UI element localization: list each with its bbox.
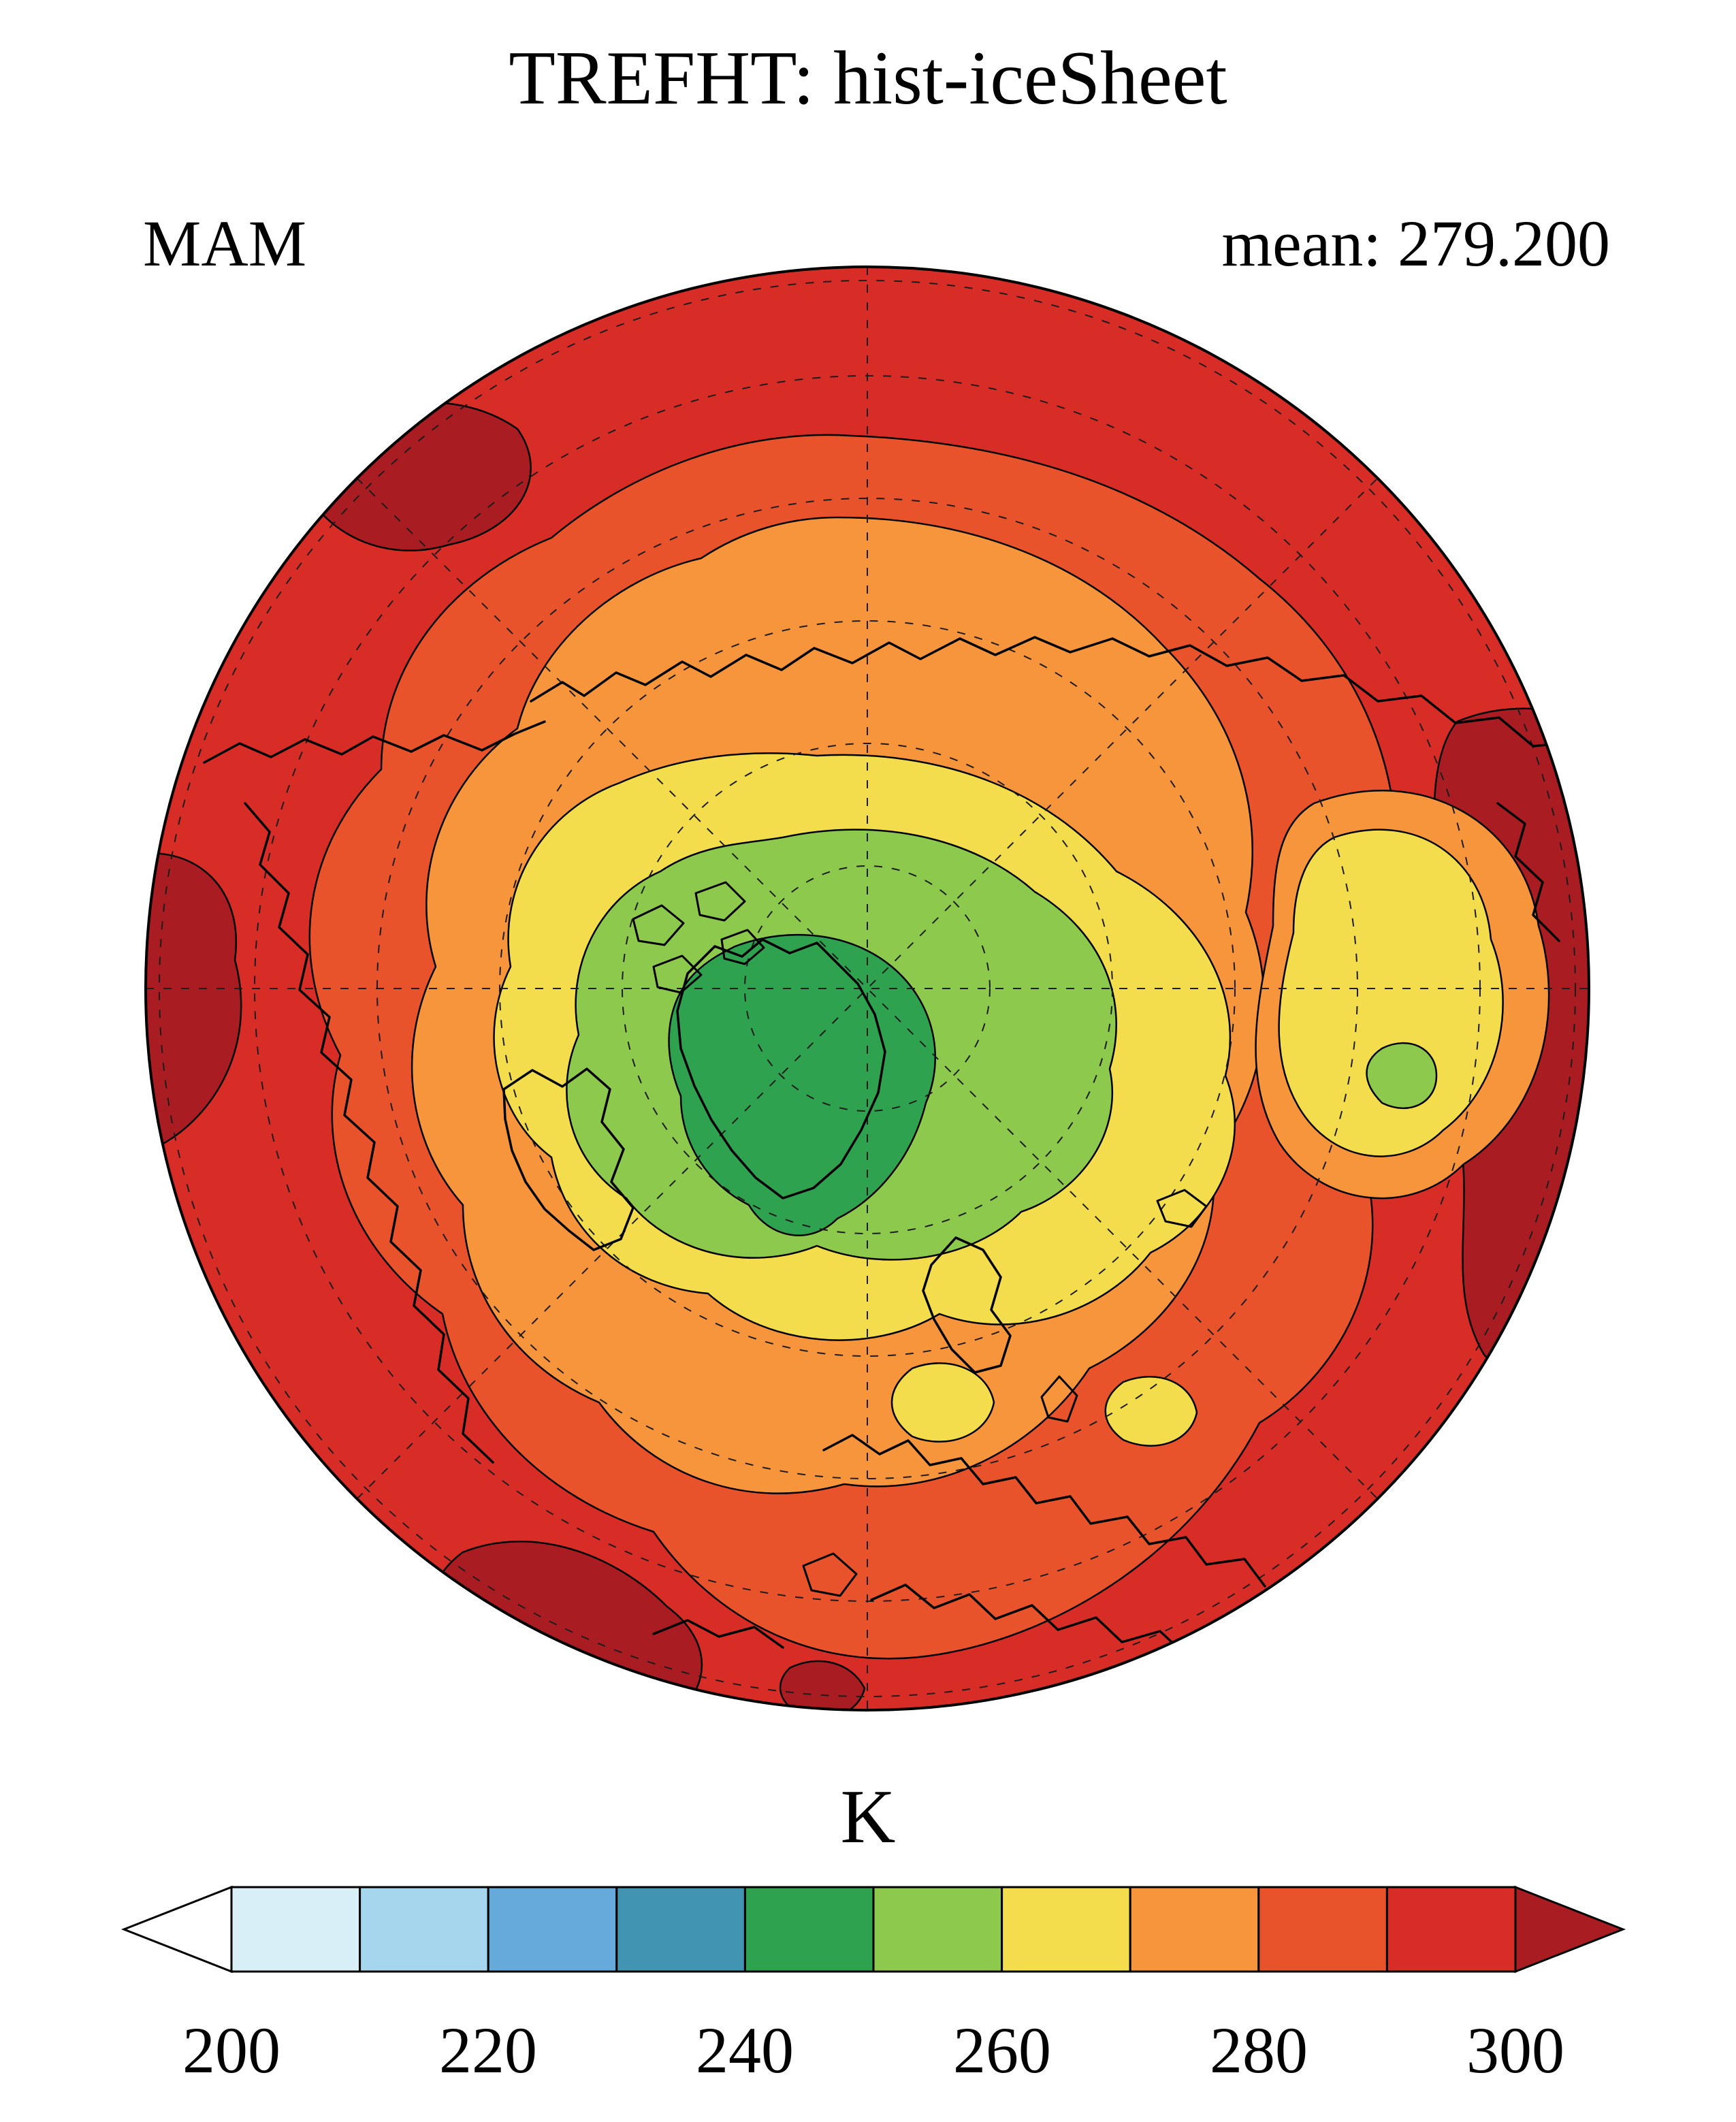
- coastline-siberia: [530, 636, 1575, 747]
- season-label: MAM: [143, 207, 306, 280]
- coastline-north-america-west: [244, 802, 494, 1464]
- coastline-scandinavia: [922, 1236, 1012, 1374]
- colorbar-tick: 280: [1210, 2014, 1308, 2087]
- colorbar-segment: [1257, 1886, 1388, 1973]
- contour-band-260-270-europe-patch-1: [890, 1362, 995, 1443]
- coastline-iceland: [1156, 1189, 1208, 1228]
- coastline-british-isles: [1040, 1375, 1078, 1423]
- colorbar-tick: 240: [696, 2014, 794, 2087]
- coastline-iberia: [802, 1552, 858, 1597]
- graticule: [146, 267, 1589, 1710]
- coastline-greenland: [676, 938, 886, 1200]
- contour-band-over-300-bottom-small: [779, 1660, 866, 1710]
- map-boundary-circle: [144, 266, 1590, 1711]
- colorbar-segment: [615, 1886, 746, 1973]
- contour-band-250-260-east-patch: [1366, 1042, 1438, 1110]
- latitude-ring: [744, 865, 991, 1112]
- coastline-arctic-island: [632, 904, 685, 946]
- colorbar-unit-label: K: [841, 1775, 896, 1859]
- colorbar-tick: 200: [182, 2014, 280, 2087]
- colorbar-segment: [743, 1886, 875, 1973]
- colorbar: 200 220 240 260 280 300: [120, 1885, 1626, 2087]
- colorbar-segment: [230, 1886, 361, 1973]
- colorbar-segment: [359, 1886, 489, 1973]
- colorbar-tick: 260: [953, 2014, 1051, 2087]
- contour-band-260-270-east-lobe: [1278, 829, 1504, 1157]
- colorbar-segment: [872, 1886, 1003, 1973]
- colorbar-tick: 300: [1466, 2014, 1564, 2087]
- polar-map: [146, 267, 1589, 1710]
- coastline-arctic-island: [720, 929, 765, 965]
- colorbar-segment: [487, 1886, 618, 1973]
- colorbar-under-arrow: [120, 1885, 233, 1974]
- latitude-ring: [159, 280, 1576, 1697]
- coastlines: [203, 636, 1575, 1656]
- contour-band-over-300-left: [146, 852, 242, 1152]
- latitude-ring: [622, 743, 1113, 1234]
- colorbar-segment: [1129, 1886, 1260, 1973]
- coastline-africa: [652, 1619, 784, 1649]
- colorbar-segment: [1385, 1886, 1517, 1973]
- mean-value-label: mean: 279.200: [1221, 207, 1610, 280]
- plot-title: TREFHT: hist-iceSheet: [509, 36, 1227, 120]
- coastline-hudson-bay: [502, 1067, 634, 1251]
- contour-band-260-270-europe-patch-2: [1104, 1376, 1198, 1447]
- coastline-east-asia: [1496, 802, 1560, 942]
- coastline-europe: [822, 1434, 1266, 1588]
- colorbar-segment: [1001, 1886, 1131, 1973]
- colorbar-over-arrow: [1514, 1885, 1626, 1974]
- coastline-mediterranean: [870, 1584, 1186, 1656]
- colorbar-tick: 220: [439, 2014, 537, 2087]
- coastline-arctic-island: [652, 954, 703, 994]
- coastline-arctic-island: [694, 881, 746, 922]
- coastline-chukotka: [203, 720, 546, 764]
